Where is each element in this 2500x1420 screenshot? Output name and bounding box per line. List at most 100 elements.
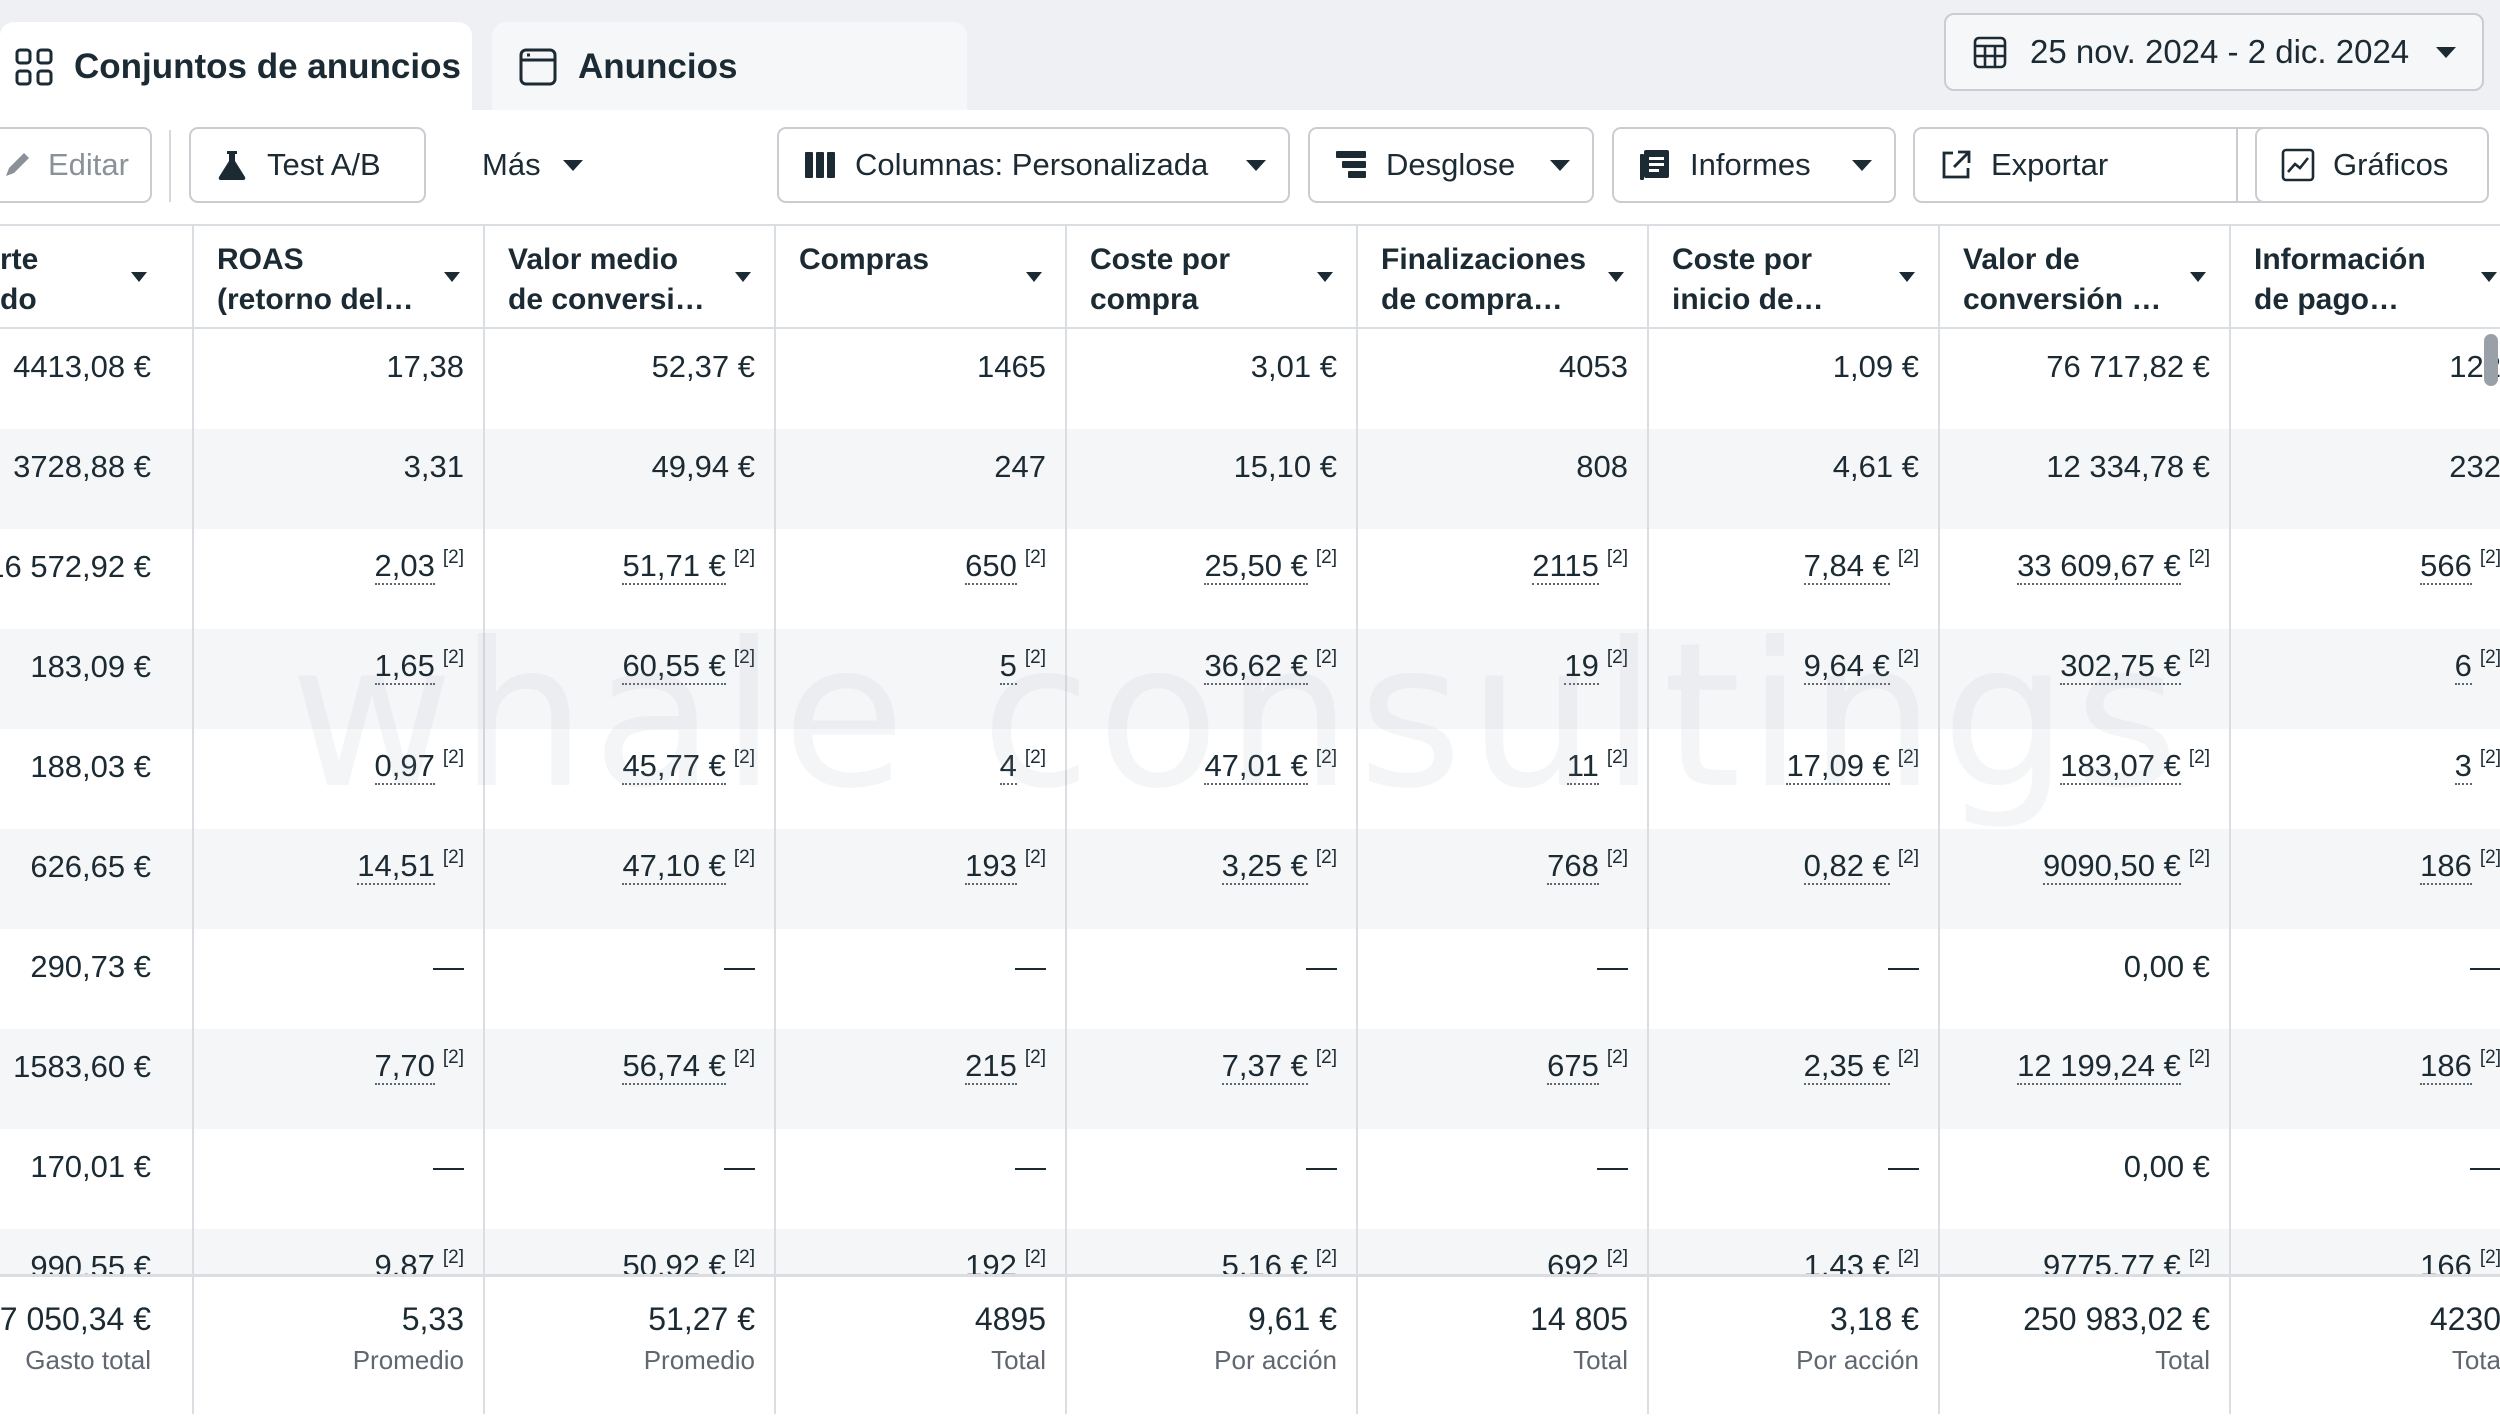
cell-text[interactable]: 33 609,67 € [2017, 548, 2181, 585]
column-header-checkouts[interactable]: Finalizaciones de compra… [1357, 226, 1648, 327]
cell-text[interactable]: 60,55 € [622, 648, 726, 685]
cell-text[interactable]: 215 [965, 1048, 1017, 1085]
sort-caret-icon[interactable] [2481, 272, 2497, 282]
cell-text[interactable]: 6 [2454, 648, 2472, 685]
cell-text[interactable]: 2115 [1532, 548, 1599, 585]
cell-text[interactable]: 183,07 € [2060, 748, 2181, 785]
column-header-roas[interactable]: ROAS (retorno del… [193, 226, 484, 327]
vertical-scrollbar[interactable] [2484, 334, 2498, 386]
footnote-marker[interactable]: [2] [733, 647, 755, 668]
footnote-marker[interactable]: [2] [2188, 1047, 2210, 1068]
footnote-marker[interactable]: [2] [2188, 647, 2210, 668]
column-header-payment-info[interactable]: Información de pago… [2230, 226, 2500, 327]
footnote-marker[interactable]: [2] [442, 1247, 464, 1268]
column-header-purchases[interactable]: Compras [775, 226, 1066, 327]
footnote-marker[interactable]: [2] [1315, 1047, 1337, 1068]
footnote-marker[interactable]: [2] [1897, 547, 1919, 568]
footnote-marker[interactable]: [2] [1897, 1247, 1919, 1268]
footnote-marker[interactable]: [2] [442, 747, 464, 768]
footnote-marker[interactable]: [2] [2479, 1047, 2500, 1068]
sort-caret-icon[interactable] [735, 272, 751, 282]
cell-text[interactable]: 36,62 € [1204, 648, 1308, 685]
cell-text[interactable]: 0,82 € [1803, 848, 1890, 885]
cell-text[interactable]: 566 [2420, 548, 2472, 585]
cell-text[interactable]: 17,09 € [1786, 748, 1890, 785]
footnote-marker[interactable]: [2] [442, 847, 464, 868]
footnote-marker[interactable]: [2] [1315, 747, 1337, 768]
cell-text[interactable]: 302,75 € [2060, 648, 2181, 685]
column-header-cost-per-checkout[interactable]: Coste por inicio de… [1648, 226, 1939, 327]
columns-button[interactable]: Columnas: Personalizada [777, 127, 1290, 203]
footnote-marker[interactable]: [2] [733, 747, 755, 768]
cell-text[interactable]: 45,77 € [622, 748, 726, 785]
cell-text[interactable]: 7,37 € [1221, 1048, 1308, 1085]
cell-text[interactable]: 193 [965, 848, 1017, 885]
ab-test-button[interactable]: Test A/B [189, 127, 426, 203]
cell-text[interactable]: 4 [999, 748, 1017, 785]
cell-text[interactable]: 650 [965, 548, 1017, 585]
more-button[interactable]: Más [458, 127, 618, 203]
footnote-marker[interactable]: [2] [2479, 647, 2500, 668]
cell-text[interactable]: 675 [1547, 1048, 1599, 1085]
cell-text[interactable]: 56,74 € [622, 1048, 726, 1085]
cell-text[interactable]: 2,03 [374, 548, 435, 585]
sort-caret-icon[interactable] [1317, 272, 1333, 282]
sort-caret-icon[interactable] [1608, 272, 1624, 282]
table-row[interactable]: 290,73 € — — — — — — 0,00 € — [0, 929, 2500, 1029]
footnote-marker[interactable]: [2] [2479, 547, 2500, 568]
footnote-marker[interactable]: [2] [1897, 1047, 1919, 1068]
export-button[interactable]: Exportar [1913, 127, 2238, 203]
footnote-marker[interactable]: [2] [1606, 747, 1628, 768]
sort-caret-icon[interactable] [1026, 272, 1042, 282]
footnote-marker[interactable]: [2] [442, 1047, 464, 1068]
footnote-marker[interactable]: [2] [1606, 847, 1628, 868]
footnote-marker[interactable]: [2] [1315, 1247, 1337, 1268]
sort-caret-icon[interactable] [131, 272, 147, 282]
footnote-marker[interactable]: [2] [1024, 747, 1046, 768]
cell-text[interactable]: 7,70 [374, 1048, 435, 1085]
table-row[interactable]: 170,01 € — — — — — — 0,00 € — [0, 1129, 2500, 1229]
cell-text[interactable]: 51,71 € [622, 548, 726, 585]
footnote-marker[interactable]: [2] [2479, 847, 2500, 868]
table-row[interactable]: 1583,60 € 7,70 [2] 56,74 € [2] 215 [2] 7,37 € [2… [0, 1029, 2500, 1129]
footnote-marker[interactable]: [2] [1606, 1047, 1628, 1068]
table-row[interactable]: 16 572,92 €2,03 [2] 51,71 € [2] 650 [2] 25,50 … [0, 529, 2500, 629]
footnote-marker[interactable]: [2] [442, 547, 464, 568]
footnote-marker[interactable]: [2] [733, 547, 755, 568]
footnote-marker[interactable]: [2] [733, 847, 755, 868]
cell-text[interactable]: 9,64 € [1803, 648, 1890, 685]
column-header-avg-conversion-value[interactable]: Valor medio de conversi… [484, 226, 775, 327]
footnote-marker[interactable]: [2] [1024, 647, 1046, 668]
footnote-marker[interactable]: [2] [1024, 847, 1046, 868]
cell-text[interactable]: 0,97 [374, 748, 435, 785]
footnote-marker[interactable]: [2] [2479, 1247, 2500, 1268]
sort-caret-icon[interactable] [444, 272, 460, 282]
footnote-marker[interactable]: [2] [1315, 847, 1337, 868]
cell-text[interactable]: 14,51 [357, 848, 435, 885]
cell-text[interactable]: 9090,50 € [2042, 848, 2181, 885]
cell-text[interactable]: 47,10 € [622, 848, 726, 885]
cell-text[interactable]: 3,25 € [1221, 848, 1308, 885]
footnote-marker[interactable]: [2] [1315, 647, 1337, 668]
table-row[interactable]: 183,09 €1,65 [2] 60,55 € [2] 5 [2] 36,62 € [2] 1… [0, 629, 2500, 729]
footnote-marker[interactable]: [2] [442, 647, 464, 668]
cell-text[interactable]: 19 [1564, 648, 1599, 685]
footnote-marker[interactable]: [2] [2188, 1247, 2210, 1268]
edit-button[interactable]: Editar [0, 127, 152, 203]
table-row[interactable]: 4413,08 € 17,38 52,37 € 1465 3,01 € 4053 1,09 … [0, 329, 2500, 429]
footnote-marker[interactable]: [2] [1024, 547, 1046, 568]
sort-caret-icon[interactable] [2190, 272, 2206, 282]
charts-button[interactable]: Gráficos [2255, 127, 2489, 203]
tab-ads[interactable]: Anuncios [492, 22, 967, 112]
cell-text[interactable]: 11 [1566, 748, 1599, 785]
table-row[interactable]: 626,65 € 14,51 [2] 47,10 € [2] 193 [2] 3,25 € [2… [0, 829, 2500, 929]
column-header-cost-per-purchase[interactable]: Coste por compra [1066, 226, 1357, 327]
footnote-marker[interactable]: [2] [2188, 847, 2210, 868]
cell-text[interactable]: 3 [2454, 748, 2472, 785]
cell-text[interactable]: 25,50 € [1204, 548, 1308, 585]
cell-text[interactable]: 186 [2420, 848, 2472, 885]
footnote-marker[interactable]: [2] [1024, 1047, 1046, 1068]
cell-text[interactable]: 12 199,24 € [2017, 1048, 2181, 1085]
footnote-marker[interactable]: [2] [1024, 1247, 1046, 1268]
cell-text[interactable]: 186 [2420, 1048, 2472, 1085]
